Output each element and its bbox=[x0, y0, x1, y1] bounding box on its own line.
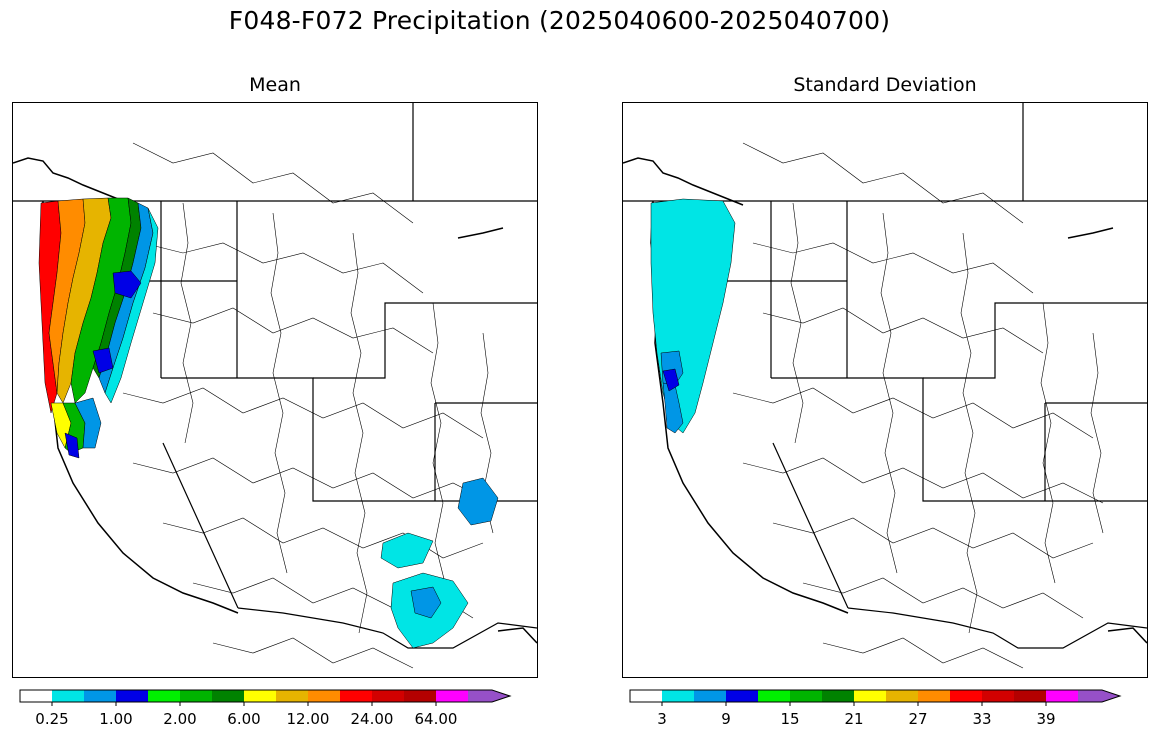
std-colorbar-swatch bbox=[822, 690, 854, 702]
std-colorbar-swatch bbox=[982, 690, 1014, 702]
figure-title: F048-F072 Precipitation (2025040600-2025… bbox=[228, 6, 891, 35]
mean-colorbar-swatch bbox=[276, 690, 308, 702]
state-borders bbox=[623, 103, 1147, 649]
std-colorbar-swatch bbox=[1078, 690, 1120, 702]
std-colorbar-tick-label: 39 bbox=[1036, 710, 1055, 728]
mean-colorbar-tick-label: 1.00 bbox=[99, 710, 132, 728]
mean-colorbar-tick-label: 0.25 bbox=[35, 710, 68, 728]
mean-colorbar-swatch bbox=[212, 690, 244, 702]
mean-colorbar-swatch bbox=[340, 690, 372, 702]
mean-colorbar-swatch bbox=[244, 690, 276, 702]
mean-colorbar: 0.25 1.00 2.00 6.00 12.00 24.00 64.00 bbox=[12, 682, 538, 732]
std-map-svg bbox=[623, 103, 1147, 669]
panel-title-std: Standard Deviation bbox=[793, 74, 977, 96]
std-colorbar-swatch bbox=[694, 690, 726, 702]
std-colorbar-tick-label: 3 bbox=[657, 710, 667, 728]
mean-colorbar-tick-label: 6.00 bbox=[227, 710, 260, 728]
mean-colorbar-swatch bbox=[84, 690, 116, 702]
mean-colorbar-swatch bbox=[372, 690, 404, 702]
std-colorbar-swatch bbox=[950, 690, 982, 702]
stdev-fills bbox=[650, 198, 736, 434]
mean-colorbar-swatch bbox=[468, 690, 510, 702]
std-colorbar-swatch bbox=[758, 690, 790, 702]
mean-map-svg bbox=[13, 103, 537, 669]
std-colorbar-tick-label: 33 bbox=[972, 710, 991, 728]
std-colorbar-swatch bbox=[662, 690, 694, 702]
precip-fills bbox=[38, 197, 499, 649]
mean-colorbar-swatch bbox=[308, 690, 340, 702]
std-colorbar-swatch bbox=[726, 690, 758, 702]
basin-lines bbox=[122, 142, 494, 669]
mean-colorbar-tick-label: 64.00 bbox=[415, 710, 458, 728]
mean-colorbar-swatch bbox=[20, 690, 52, 702]
std-colorbar-svg: 3 9 15 21 27 33 39 bbox=[629, 689, 1122, 728]
mean-colorbar-swatch bbox=[180, 690, 212, 702]
std-colorbar-swatch bbox=[630, 690, 662, 702]
std-colorbar-swatch bbox=[1046, 690, 1078, 702]
mean-colorbar-svg: 0.25 1.00 2.00 6.00 12.00 24.00 64.00 bbox=[19, 689, 512, 728]
std-colorbar-tick-label: 15 bbox=[780, 710, 799, 728]
std-colorbar-tick-label: 27 bbox=[908, 710, 927, 728]
std-colorbar-swatch bbox=[854, 690, 886, 702]
mean-colorbar-swatch bbox=[148, 690, 180, 702]
std-colorbar-swatch bbox=[1014, 690, 1046, 702]
basin-lines bbox=[732, 142, 1104, 669]
mean-colorbar-outline bbox=[19, 689, 512, 703]
std-colorbar-swatch bbox=[886, 690, 918, 702]
mean-colorbar-swatch bbox=[404, 690, 436, 702]
std-map bbox=[622, 102, 1148, 678]
mean-colorbar-swatch bbox=[52, 690, 84, 702]
std-colorbar-tick-label: 9 bbox=[721, 710, 731, 728]
mean-colorbar-tick-label: 2.00 bbox=[163, 710, 196, 728]
state-borders bbox=[13, 103, 537, 649]
std-colorbar-swatch bbox=[790, 690, 822, 702]
std-colorbar-swatch bbox=[918, 690, 950, 702]
mean-colorbar-tick-label: 12.00 bbox=[287, 710, 330, 728]
std-colorbar: 3 9 15 21 27 33 39 bbox=[622, 682, 1148, 732]
panel-title-mean: Mean bbox=[249, 74, 301, 96]
mean-colorbar-tick-label: 24.00 bbox=[351, 710, 394, 728]
mean-map bbox=[12, 102, 538, 678]
std-colorbar-tick-label: 21 bbox=[844, 710, 863, 728]
mean-colorbar-swatch bbox=[116, 690, 148, 702]
std-colorbar-outline bbox=[629, 689, 1122, 703]
mean-colorbar-swatch bbox=[436, 690, 468, 702]
